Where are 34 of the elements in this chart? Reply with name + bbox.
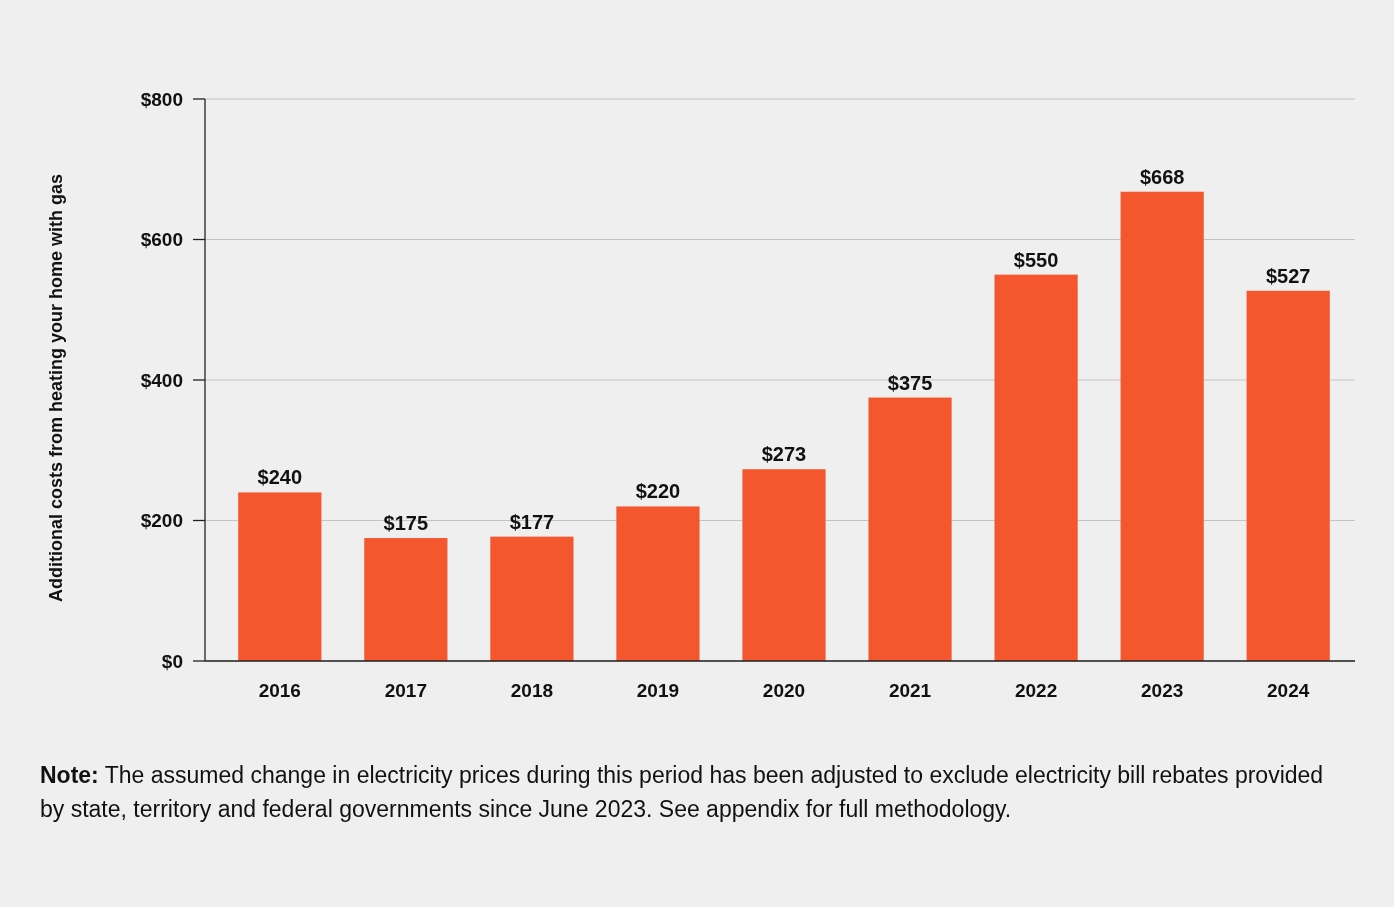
x-tick-label: 2018: [510, 680, 554, 701]
x-tick-label: 2024: [1267, 680, 1310, 701]
data-label: $527: [1265, 264, 1311, 287]
bar: [742, 469, 826, 661]
text: Note: The assumed change in electricity prices during this period has been adjusted to exclude electricity bill rebates provided by state, territory and federal governments since June 2023. See appendix for full methodology.: [40, 761, 1325, 824]
bar: [490, 536, 574, 661]
bar: [616, 506, 700, 661]
bar: [364, 538, 448, 661]
y-tick-label: $0: [161, 650, 183, 672]
data-label: $375: [887, 371, 933, 394]
data-label: $550: [1013, 248, 1059, 271]
y-tick-label: $200: [140, 510, 183, 532]
data-label: $273: [761, 443, 807, 466]
y-tick-label: $800: [140, 88, 183, 110]
data-label: $668: [1139, 165, 1185, 188]
bar: [1120, 191, 1204, 661]
bar: [1246, 290, 1330, 661]
data-label: $220: [635, 480, 681, 503]
y-tick-label: $400: [140, 369, 183, 391]
bar: [994, 274, 1078, 661]
y-tick-label: $600: [140, 229, 183, 251]
data-label: $177: [509, 510, 555, 533]
x-tick-label: 2021: [888, 680, 932, 701]
x-tick-label: 2020: [762, 680, 806, 701]
bar: [868, 397, 952, 661]
x-tick-label: 2016: [258, 680, 301, 701]
data-label: $175: [383, 512, 429, 535]
y-axis-title: Additional costs from heating your home with gas: [46, 173, 66, 603]
x-tick-label: 2019: [636, 680, 680, 701]
bar: [238, 492, 322, 661]
data-label: $240: [257, 466, 303, 489]
x-tick-label: 2022: [1014, 680, 1058, 701]
x-tick-label: 2023: [1141, 680, 1184, 701]
x-tick-label: 2017: [384, 680, 427, 701]
